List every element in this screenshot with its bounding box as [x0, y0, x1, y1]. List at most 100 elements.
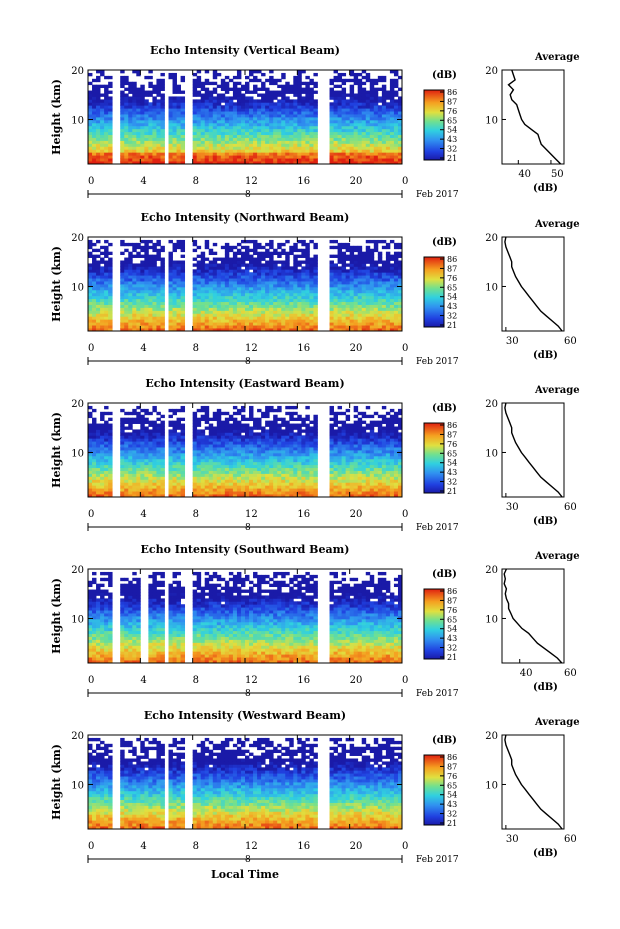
heatmap-cell	[152, 248, 157, 253]
heatmap-cell	[285, 284, 290, 288]
heatmap-cell	[168, 420, 173, 424]
heatmap-cell	[136, 304, 141, 308]
heatmap-cell	[136, 470, 141, 474]
heatmap-cell	[216, 137, 222, 141]
heatmap-cell	[212, 414, 218, 419]
heatmap-cell	[96, 295, 101, 300]
heatmap-cell	[393, 134, 399, 138]
heatmap-cell	[216, 476, 222, 480]
heatmap-cell	[349, 131, 355, 136]
heatmap-cell	[289, 269, 294, 273]
heatmap-cell	[236, 105, 242, 109]
heatmap-cell	[180, 485, 186, 489]
heatmap-cell	[212, 266, 218, 270]
heatmap-cell	[228, 479, 234, 483]
heatmap-cell	[140, 122, 145, 127]
heatmap-cell	[124, 149, 129, 153]
heatmap-cell	[204, 242, 210, 247]
heatmap-cell	[120, 328, 125, 332]
heatmap-cell	[257, 281, 262, 285]
heatmap-cell	[381, 143, 387, 147]
heatmap-cell	[240, 452, 246, 457]
heatmap-cell	[277, 108, 282, 112]
heatmap-cell	[96, 450, 101, 454]
heatmap-cell	[357, 328, 363, 332]
heatmap-cell	[120, 464, 125, 469]
heatmap-cell	[365, 278, 371, 282]
heatmap-cell	[261, 301, 266, 305]
heatmap-cell	[265, 78, 270, 83]
heatmap-cell	[281, 316, 286, 320]
heatmap-cell	[204, 322, 210, 326]
colorbar-tick-label: 86	[447, 88, 457, 97]
heatmap-cell	[216, 461, 222, 466]
heatmap-cell	[305, 87, 310, 91]
heatmap-cell	[381, 266, 387, 270]
heatmap-cell	[180, 408, 186, 413]
heatmap-cell	[293, 292, 298, 297]
heatmap-cell	[337, 125, 343, 130]
heatmap-cell	[176, 161, 181, 165]
heatmap-cell	[220, 301, 226, 305]
heatmap-cell	[333, 298, 338, 303]
heatmap-cell	[329, 105, 334, 109]
heatmap-cell	[176, 467, 181, 471]
heatmap-cell	[289, 158, 294, 162]
heatmap-cell	[265, 128, 270, 133]
heatmap-cell	[136, 161, 141, 165]
heatmap-cell	[281, 313, 286, 317]
heatmap-cell	[357, 278, 363, 282]
heatmap-cell	[240, 155, 246, 159]
heatmap-cell	[389, 140, 395, 144]
heatmap-cell	[108, 452, 113, 457]
heatmap-cell	[289, 105, 294, 109]
heatmap-cell	[333, 269, 338, 273]
heatmap-cell	[208, 479, 214, 483]
heatmap-cell	[152, 473, 157, 477]
heatmap-cell	[208, 93, 214, 97]
heatmap-cell	[297, 322, 302, 326]
heatmap-cell	[236, 122, 242, 127]
heatmap-cell	[120, 461, 125, 466]
heatmap-cell	[236, 461, 242, 466]
heatmap-cell	[329, 96, 334, 100]
heatmap-cell	[224, 458, 230, 463]
heatmap-cell	[373, 286, 379, 291]
heatmap-cell	[192, 447, 198, 451]
heatmap-cell	[212, 450, 218, 454]
heatmap-cell	[208, 292, 214, 297]
heatmap-cell	[104, 479, 109, 483]
heatmap-cell	[216, 275, 222, 279]
heatmap-cell	[140, 467, 145, 471]
heatmap-cell	[253, 90, 258, 94]
heatmap-cell	[349, 316, 355, 320]
heatmap-cell	[100, 275, 105, 279]
heatmap-cell	[389, 161, 395, 165]
heatmap-cell	[216, 420, 222, 424]
heatmap-cell	[385, 155, 391, 159]
heatmap-cell	[224, 488, 230, 492]
heatmap-cell	[144, 251, 149, 256]
heatmap-cell	[200, 310, 206, 314]
heatmap-cell	[128, 289, 133, 294]
heatmap-cell	[204, 464, 210, 469]
heatmap-cell	[156, 251, 161, 256]
heatmap-cell	[128, 482, 133, 486]
heatmap-cell	[176, 289, 181, 294]
heatmap-cell	[329, 158, 334, 162]
heatmap-cell	[289, 117, 294, 121]
heatmap-cell	[152, 328, 157, 332]
heatmap-cell	[216, 467, 222, 471]
heatmap-cell	[204, 263, 210, 267]
heatmap-cell	[245, 143, 250, 147]
heatmap-cell	[305, 105, 310, 109]
heatmap-cell	[357, 307, 363, 311]
heatmap-cell	[369, 239, 375, 244]
heatmap-cell	[196, 278, 202, 282]
heatmap-cell	[381, 319, 387, 323]
heatmap-cell	[176, 108, 181, 112]
heatmap-cell	[200, 473, 206, 477]
heatmap-cell	[397, 275, 403, 279]
heatmap-cell	[353, 304, 359, 308]
heatmap-cell	[281, 108, 286, 112]
